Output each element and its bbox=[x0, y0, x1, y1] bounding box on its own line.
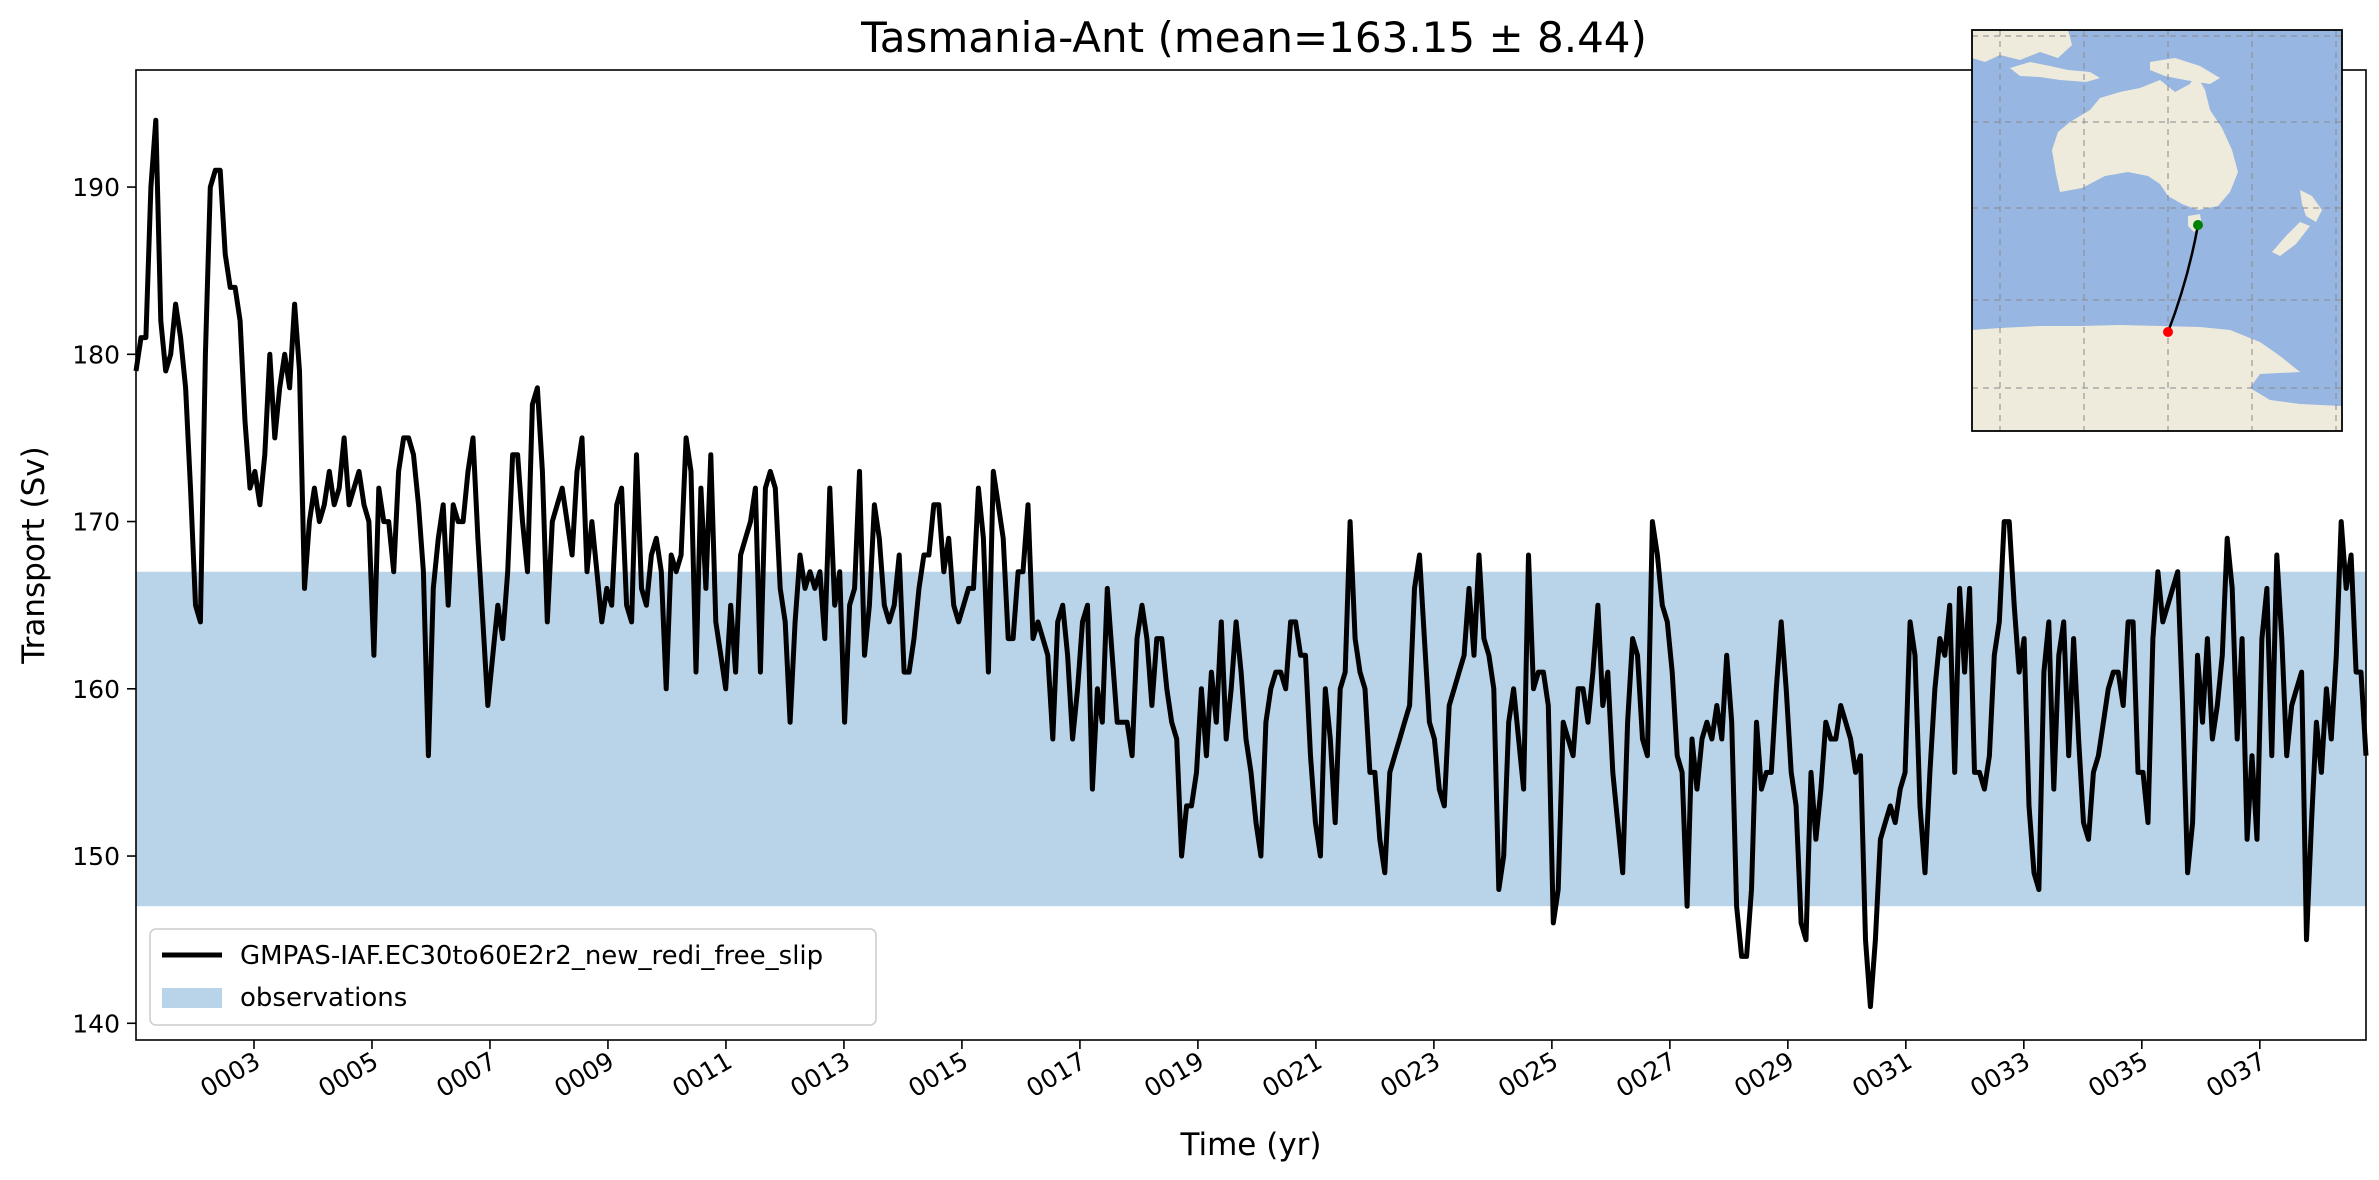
x-tick-label: 0025 bbox=[1493, 1046, 1563, 1103]
map-land-indonesia bbox=[2010, 62, 2100, 82]
inset-map bbox=[1971, 29, 2343, 432]
map-transect-track bbox=[2166, 224, 2200, 333]
map-land-asia bbox=[1972, 30, 2072, 62]
map-gridlines bbox=[1972, 30, 2342, 431]
legend-label-series: GMPAS-IAF.EC30to60E2r2_new_redi_free_sli… bbox=[240, 941, 823, 971]
map-land-antarctica bbox=[1972, 325, 2342, 431]
x-tick-label: 0019 bbox=[1139, 1046, 1209, 1103]
plot-frame bbox=[135, 69, 2367, 1041]
map-land-australia bbox=[2052, 74, 2238, 210]
x-axis-label: Time (yr) bbox=[1180, 1127, 1322, 1163]
legend: GMPAS-IAF.EC30to60E2r2_new_redi_free_sli… bbox=[149, 928, 877, 1026]
y-axis-label: Transport (Sv) bbox=[16, 446, 52, 665]
x-tick-label: 0017 bbox=[1021, 1046, 1091, 1103]
x-tick-label: 0035 bbox=[2083, 1046, 2153, 1103]
x-tick-label: 0015 bbox=[903, 1046, 973, 1103]
x-tick-label: 0005 bbox=[313, 1046, 383, 1103]
chart-title: Tasmania-Ant (mean=163.15 ± 8.44) bbox=[860, 13, 1647, 62]
x-tick-label: 0027 bbox=[1611, 1046, 1681, 1103]
x-axis-ticks: 0003 0005 0007 0009 0011 0013 0015 0017 0019 0021… bbox=[195, 1040, 2271, 1103]
inset-map-frame bbox=[1971, 29, 2343, 432]
y-tick-label: 150 bbox=[72, 842, 120, 871]
x-tick-label: 0029 bbox=[1729, 1046, 1799, 1103]
x-tick-label: 0003 bbox=[195, 1046, 265, 1103]
y-tick-label: 190 bbox=[72, 173, 120, 202]
legend-label-observations: observations bbox=[240, 983, 407, 1013]
y-axis-ticks: 140 150 160 170 180 190 bbox=[72, 173, 136, 1038]
x-tick-label: 0011 bbox=[667, 1046, 737, 1103]
map-land-new-zealand-north bbox=[2300, 190, 2322, 222]
x-tick-label: 0033 bbox=[1965, 1046, 2035, 1103]
y-tick-label: 170 bbox=[72, 508, 120, 537]
map-transect-end bbox=[2163, 327, 2173, 337]
map-land-new-zealand-south bbox=[2272, 222, 2310, 256]
legend-box bbox=[149, 928, 877, 1026]
x-tick-label: 0021 bbox=[1257, 1046, 1327, 1103]
x-tick-label: 0007 bbox=[431, 1046, 501, 1103]
y-tick-label: 160 bbox=[72, 675, 120, 704]
x-tick-label: 0031 bbox=[1847, 1046, 1917, 1103]
series-line bbox=[133, 117, 2369, 1010]
x-tick-label: 0037 bbox=[2201, 1046, 2271, 1103]
y-tick-label: 140 bbox=[72, 1009, 120, 1038]
map-transect-start bbox=[2193, 220, 2203, 230]
x-tick-label: 0023 bbox=[1375, 1046, 1445, 1103]
y-tick-label: 180 bbox=[72, 340, 120, 369]
x-tick-label: 0009 bbox=[549, 1046, 619, 1103]
x-tick-label: 0013 bbox=[785, 1046, 855, 1103]
legend-band-swatch bbox=[162, 988, 222, 1008]
observations-band bbox=[136, 571, 2366, 907]
